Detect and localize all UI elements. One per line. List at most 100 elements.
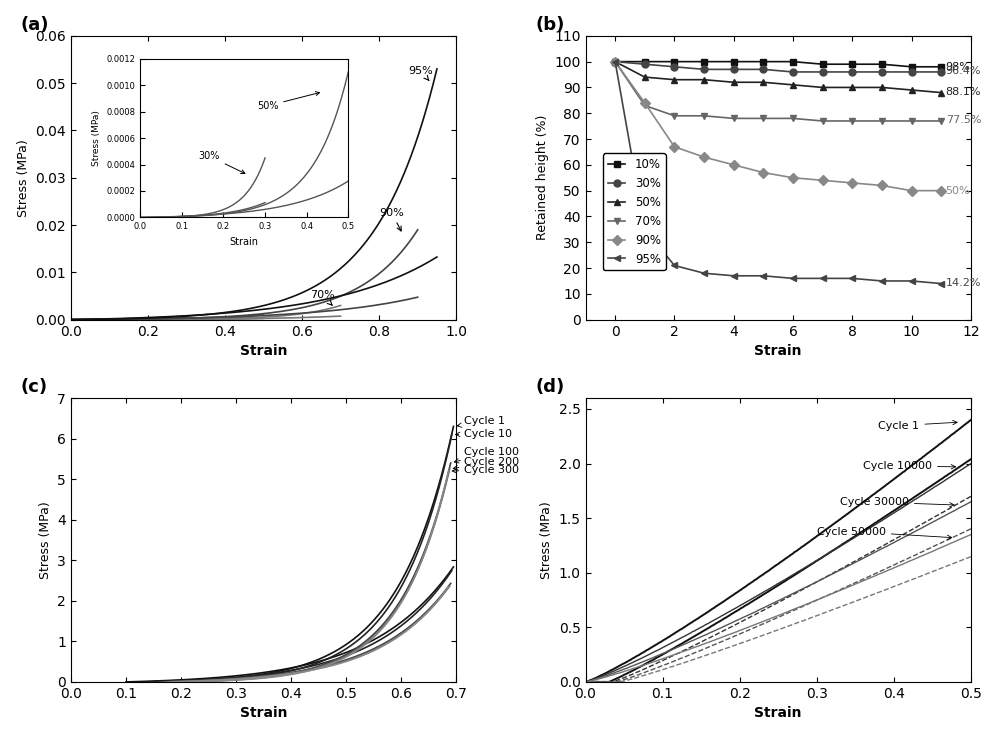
10% <box>935 63 947 71</box>
Text: 14.2%: 14.2% <box>946 278 981 288</box>
Line: 70%: 70% <box>612 58 945 125</box>
Text: Cycle 30000: Cycle 30000 <box>840 497 954 507</box>
10% <box>609 57 621 66</box>
10% <box>876 60 888 69</box>
95% <box>609 57 621 66</box>
Y-axis label: Stress (MPa): Stress (MPa) <box>39 501 52 579</box>
50% <box>757 78 769 87</box>
Line: 90%: 90% <box>612 58 945 194</box>
95% <box>698 269 710 278</box>
Text: 90%: 90% <box>379 208 404 231</box>
Text: (c): (c) <box>21 378 48 397</box>
70% <box>757 114 769 123</box>
95% <box>906 276 918 285</box>
Text: Cycle 1: Cycle 1 <box>457 416 505 427</box>
Text: Cycle 200: Cycle 200 <box>453 457 520 470</box>
95% <box>876 276 888 285</box>
95% <box>639 225 651 234</box>
Text: Cycle 100: Cycle 100 <box>454 447 519 463</box>
50% <box>698 75 710 84</box>
10% <box>787 57 799 66</box>
90% <box>906 186 918 195</box>
70% <box>906 116 918 125</box>
Text: (d): (d) <box>535 378 565 397</box>
10% <box>817 60 829 69</box>
Text: 88.1%: 88.1% <box>946 88 981 97</box>
Text: (a): (a) <box>21 16 49 34</box>
70% <box>609 57 621 66</box>
50% <box>639 73 651 82</box>
Text: Cycle 1: Cycle 1 <box>878 420 957 430</box>
50% <box>906 85 918 94</box>
Text: Cycle 10: Cycle 10 <box>455 429 512 439</box>
50% <box>668 75 680 84</box>
Text: Cycle 50000: Cycle 50000 <box>817 526 952 539</box>
Line: 30%: 30% <box>612 58 945 75</box>
10% <box>846 60 858 69</box>
95% <box>728 271 740 280</box>
30% <box>906 68 918 77</box>
50% <box>846 83 858 92</box>
Text: 50%: 50% <box>946 186 970 195</box>
70% <box>698 111 710 120</box>
30% <box>817 68 829 77</box>
Y-axis label: Retained height (%): Retained height (%) <box>536 115 549 240</box>
Legend: 10%, 30%, 50%, 70%, 90%, 95%: 10%, 30%, 50%, 70%, 90%, 95% <box>603 153 666 270</box>
X-axis label: Strain: Strain <box>754 706 802 720</box>
70% <box>846 116 858 125</box>
90% <box>787 173 799 182</box>
90% <box>935 186 947 195</box>
Y-axis label: Stress (MPa): Stress (MPa) <box>17 139 30 217</box>
X-axis label: Strain: Strain <box>240 706 287 720</box>
95% <box>757 271 769 280</box>
Line: 95%: 95% <box>612 58 945 287</box>
30% <box>787 68 799 77</box>
10% <box>728 57 740 66</box>
95% <box>668 261 680 270</box>
50% <box>609 57 621 66</box>
30% <box>668 63 680 71</box>
Text: Cycle 300: Cycle 300 <box>452 465 519 475</box>
70% <box>787 114 799 123</box>
70% <box>817 116 829 125</box>
70% <box>639 101 651 110</box>
10% <box>639 57 651 66</box>
30% <box>876 68 888 77</box>
10% <box>757 57 769 66</box>
50% <box>728 78 740 87</box>
50% <box>817 83 829 92</box>
90% <box>609 57 621 66</box>
Line: 10%: 10% <box>612 58 945 70</box>
95% <box>846 274 858 283</box>
70% <box>728 114 740 123</box>
30% <box>757 65 769 74</box>
90% <box>846 178 858 187</box>
90% <box>698 153 710 161</box>
Text: (b): (b) <box>535 16 565 34</box>
30% <box>609 57 621 66</box>
X-axis label: Strain: Strain <box>754 344 802 358</box>
10% <box>698 57 710 66</box>
95% <box>787 274 799 283</box>
90% <box>728 161 740 170</box>
90% <box>639 99 651 108</box>
Text: 70%: 70% <box>310 290 335 305</box>
95% <box>935 279 947 288</box>
Text: 95%: 95% <box>408 66 433 80</box>
30% <box>698 65 710 74</box>
Text: 96.4%: 96.4% <box>946 66 981 76</box>
90% <box>757 168 769 177</box>
30% <box>846 68 858 77</box>
90% <box>817 176 829 185</box>
70% <box>668 111 680 120</box>
Y-axis label: Stress (MPa): Stress (MPa) <box>540 501 553 579</box>
90% <box>668 142 680 151</box>
10% <box>906 63 918 71</box>
Text: 98%: 98% <box>946 62 971 71</box>
30% <box>639 60 651 69</box>
70% <box>935 116 947 125</box>
Text: Cycle 10000: Cycle 10000 <box>863 461 956 471</box>
X-axis label: Strain: Strain <box>240 344 287 358</box>
50% <box>876 83 888 92</box>
30% <box>728 65 740 74</box>
